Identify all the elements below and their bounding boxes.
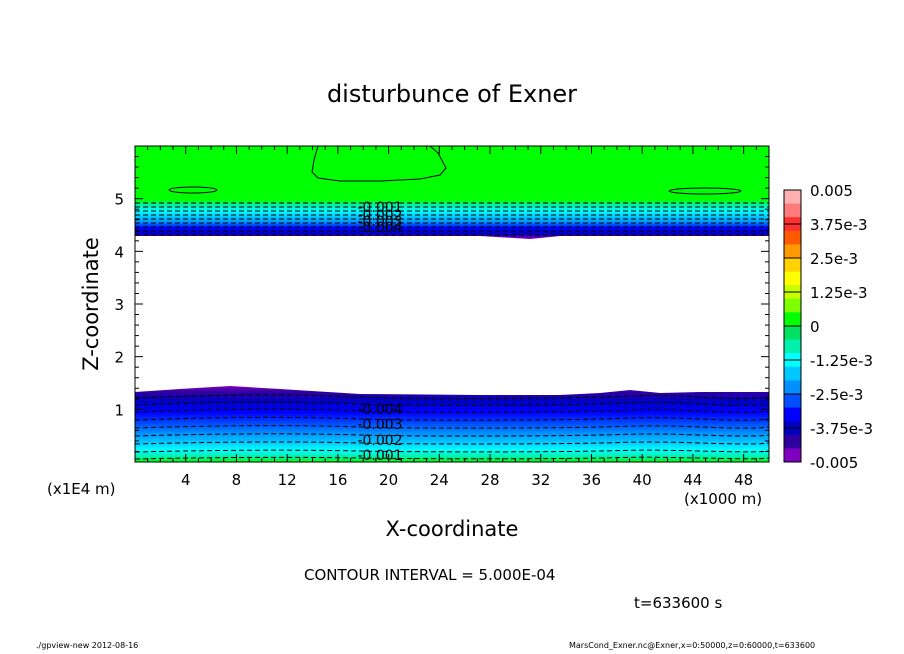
x-tick-label: 40: [633, 471, 652, 489]
contour-line-dashed: [134, 456, 770, 460]
time-text: t=633600 s: [634, 594, 723, 612]
x-tick-label: 32: [531, 471, 550, 489]
contour-lines: [134, 202, 770, 460]
contour-line-dashed: [134, 416, 770, 421]
colorbar-label: -3.75e-3: [810, 420, 873, 438]
colorbar-segment: [784, 448, 801, 463]
x-tick-label: 8: [232, 471, 242, 489]
colorbar-label: 0: [810, 318, 820, 336]
colorbar-segment: [784, 298, 801, 313]
x-tick-label: 44: [683, 471, 702, 489]
contour-closed-top: [311, 145, 447, 182]
colorbar-segment: [784, 434, 801, 449]
contour-label-group: -0.001-0.002-0.003-0.004-0.004-0.003-0.0…: [357, 200, 402, 464]
colorbar: 0.005 3.75e-3 2.5e-3 1.25e-3 0 -1.25e-3 -2.5e-…: [783, 182, 873, 472]
colorbar-segment: [784, 326, 801, 341]
colorbar-segment: [784, 407, 801, 422]
contour-line-dashed: [134, 441, 770, 445]
colorbar-segment: [784, 380, 801, 395]
footer-right: MarsCond_Exner.nc@Exner,x=0:50000,z=0:60…: [569, 641, 816, 650]
contour-label: -0.004: [357, 220, 402, 236]
colorbar-label: 2.5e-3: [810, 250, 858, 268]
colorbar-segment: [784, 190, 801, 205]
x-axis-label: X-coordinate: [386, 517, 519, 541]
x-axis-ticks: 4 8 12 16 20 24 28 32 36 40 44 48: [147, 146, 757, 489]
colorbar-label: -1.25e-3: [810, 352, 873, 370]
contour-closed-left: [168, 186, 218, 194]
contour-closed-right: [668, 187, 742, 195]
contour-label: -0.004: [357, 402, 402, 418]
contour-line-dashed: [134, 401, 770, 406]
colorbar-segment: [784, 230, 801, 245]
colorbar-label: -2.5e-3: [810, 386, 863, 404]
y-tick-label: 1: [114, 401, 124, 419]
y-tick-label: 3: [114, 296, 124, 314]
colorbar-segment: [784, 203, 801, 218]
contour-line-dashed: [134, 433, 770, 437]
colorbar-segment: [784, 394, 801, 409]
colorbar-segment: [784, 312, 801, 327]
contour-line-dashed: [134, 449, 770, 453]
contour-label: -0.001: [357, 200, 402, 216]
colorbar-segment: [784, 339, 801, 354]
contour-label: -0.001: [357, 448, 402, 464]
colorbar-label: 1.25e-3: [810, 284, 868, 302]
x-tick-label: 20: [379, 471, 398, 489]
y-tick-label: 2: [114, 349, 124, 367]
contour-interval-text: CONTOUR INTERVAL = 5.000E-04: [304, 566, 556, 584]
contour-label: -0.003: [357, 214, 402, 230]
y-tick-label: 4: [114, 243, 124, 261]
x-tick-label: 28: [480, 471, 499, 489]
chart-title: disturbunce of Exner: [327, 80, 577, 108]
y-unit-label: (x1E4 m): [47, 480, 116, 498]
colorbar-segment: [784, 271, 801, 286]
x-unit-label: (x1000 m): [684, 490, 762, 508]
x-tick-label: 4: [181, 471, 191, 489]
colorbar-segment: [784, 258, 801, 273]
contour-label: -0.003: [357, 417, 402, 433]
colorbar-label: 3.75e-3: [810, 216, 868, 234]
x-tick-label: 48: [734, 471, 753, 489]
y-axis-label: Z-coordinate: [79, 237, 103, 371]
colorbar-segment: [784, 366, 801, 381]
x-tick-label: 12: [278, 471, 297, 489]
x-tick-label: 36: [582, 471, 601, 489]
footer-left: ./gpview-new 2012-08-16: [36, 641, 139, 650]
colorbar-label: 0.005: [810, 182, 853, 200]
x-tick-label: 24: [430, 471, 449, 489]
contour-label: -0.002: [357, 208, 402, 224]
contour-line-dashed: [134, 425, 770, 429]
contour-line-dashed: [134, 408, 770, 413]
contour-label: -0.002: [357, 433, 402, 449]
x-tick-label: 16: [328, 471, 347, 489]
y-tick-label: 5: [114, 191, 124, 209]
y-axis-ticks: 1 2 3 4 5: [114, 156, 769, 452]
upper-contour-band: [135, 146, 769, 239]
colorbar-segment: [784, 244, 801, 259]
colorbar-label: -0.005: [810, 454, 858, 472]
contour-line-dashed: [134, 394, 770, 400]
